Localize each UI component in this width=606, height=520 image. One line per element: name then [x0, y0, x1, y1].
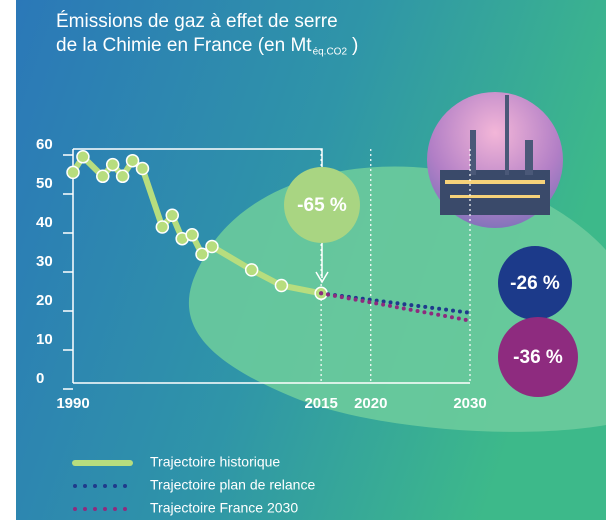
y-tick-label: 30 — [36, 253, 53, 270]
chart-title-subscript: éq.CO2 — [313, 47, 348, 58]
series-line — [319, 291, 472, 315]
legend-label: Trajectoire plan de relance — [150, 477, 315, 493]
data-point — [274, 278, 289, 293]
chart-title: de la Chimie en France (en Mt — [56, 35, 312, 56]
y-tick-label: 40 — [36, 214, 53, 231]
annotation-text: -36 % — [513, 347, 563, 368]
data-point — [165, 208, 179, 223]
data-point — [185, 228, 199, 242]
y-tick-label: 20 — [36, 292, 53, 309]
legend-label: Trajectoire historique — [150, 454, 280, 470]
annotation-badge — [498, 246, 572, 320]
y-tick-label: 50 — [36, 175, 53, 192]
data-point — [125, 153, 140, 168]
x-tick-label: 2020 — [354, 395, 387, 412]
data-point — [205, 239, 219, 254]
data-point — [76, 150, 90, 164]
annotation-badge — [498, 317, 578, 397]
data-point — [96, 169, 110, 184]
x-tick-label: 2015 — [304, 395, 337, 412]
factory-photo — [427, 92, 563, 228]
chart-title: ) — [352, 35, 358, 56]
arrow-head — [315, 271, 329, 284]
chart-title: Émissions de gaz à effet de serre — [56, 11, 338, 32]
data-point — [135, 161, 150, 176]
annotation-text: -65 % — [297, 195, 347, 216]
y-tick-label: 60 — [36, 136, 53, 153]
data-point — [195, 247, 209, 262]
x-tick-label: 1990 — [56, 395, 89, 412]
series-line — [319, 291, 472, 323]
data-point — [155, 220, 170, 234]
series-line — [70, 153, 325, 297]
y-tick-label: 0 — [36, 370, 44, 387]
legend-label: Trajectoire France 2030 — [150, 500, 298, 516]
title: Émissions de gaz à effet de serre de la … — [56, 11, 358, 58]
x-tick-label: 2030 — [453, 395, 486, 412]
annotation-text: -26 % — [510, 273, 560, 294]
data-point — [115, 169, 130, 184]
data-point — [244, 263, 259, 277]
data-point — [66, 165, 80, 180]
annotation-badge — [284, 167, 360, 243]
data-point — [105, 157, 120, 172]
y-tick-label: 10 — [36, 331, 53, 348]
